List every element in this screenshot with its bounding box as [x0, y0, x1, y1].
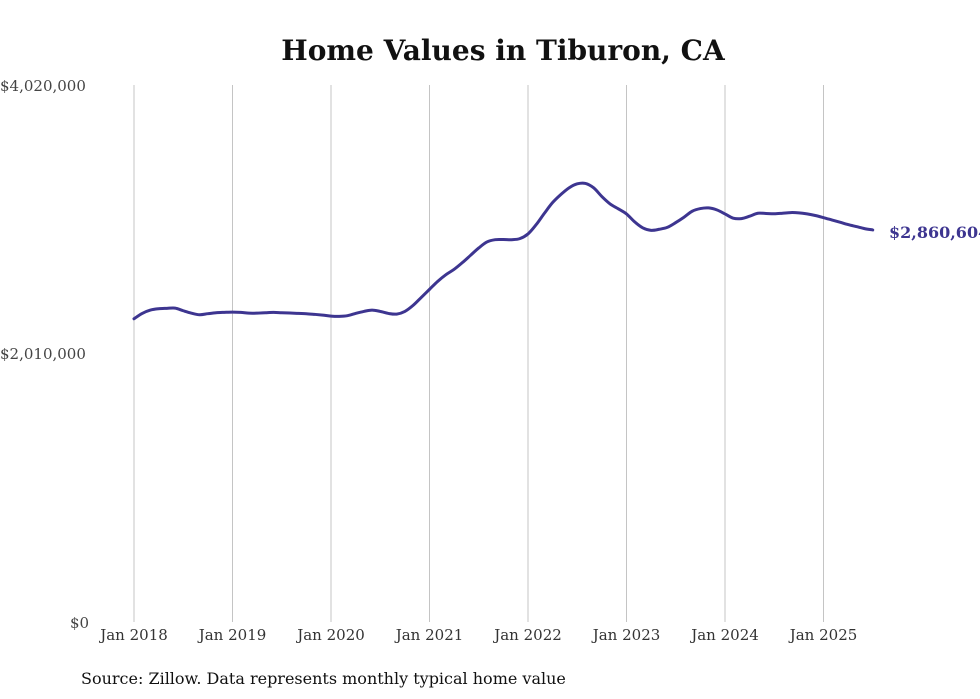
series-line [132, 181, 875, 321]
y-axis: $4,020,000 $2,010,000 $0 [0, 77, 89, 632]
x-tick-label: Jan 2023 [591, 626, 661, 644]
y-tick-label: $4,020,000 [0, 77, 86, 95]
y-tick-label: $0 [70, 614, 89, 632]
y-tick-label: $2,010,000 [0, 345, 86, 363]
x-tick-label: Jan 2020 [295, 626, 365, 644]
x-tick-label: Jan 2022 [492, 626, 562, 644]
x-tick-label: Jan 2019 [197, 626, 267, 644]
x-axis: Jan 2018 Jan 2019 Jan 2020 Jan 2021 Jan 2022… [98, 626, 857, 644]
gridlines [133, 85, 824, 622]
x-tick-label: Jan 2025 [788, 626, 858, 644]
x-tick-label: Jan 2024 [689, 626, 759, 644]
x-tick-label: Jan 2018 [98, 626, 168, 644]
source-note: Source: Zillow. Data represents monthly … [81, 669, 566, 688]
chart-title: Home Values in Tiburon, CA [281, 34, 726, 67]
end-value-label: $2,860,604 [889, 223, 980, 242]
x-tick-label: Jan 2021 [394, 626, 464, 644]
